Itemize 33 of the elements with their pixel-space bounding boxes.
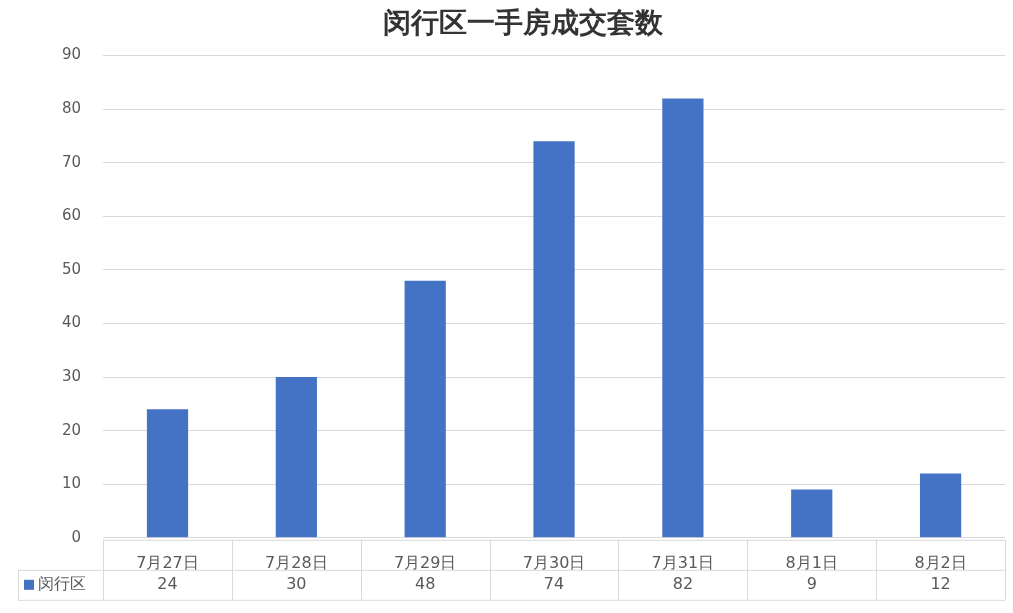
x-tick-label: 7月28日 — [265, 552, 328, 572]
bar — [662, 98, 704, 538]
x-tick-label: 7月27日 — [136, 552, 199, 572]
y-tick-label: 0 — [71, 527, 82, 546]
y-tick-label: 40 — [61, 313, 82, 332]
data-label: 12 — [930, 573, 951, 593]
bar — [919, 473, 962, 538]
bar — [533, 141, 575, 538]
bar — [275, 377, 317, 538]
data-label: 74 — [543, 573, 565, 593]
x-tick-label: 7月29日 — [393, 552, 457, 572]
y-tick-label: 70 — [61, 152, 82, 171]
x-tick-label: 8月1日 — [785, 552, 838, 572]
x-tick-label: 7月30日 — [522, 552, 586, 572]
data-label: 24 — [157, 573, 178, 593]
x-tick-label: 8月2日 — [914, 552, 967, 572]
y-tick-label: 50 — [61, 259, 82, 278]
legend-label: 闵行区 — [38, 573, 86, 593]
y-tick-label: 10 — [61, 474, 82, 493]
chart-title: 闵行区一手房成交套数 — [382, 6, 664, 40]
y-tick-label: 30 — [61, 366, 82, 385]
data-label: 9 — [806, 573, 817, 593]
y-tick-label: 90 — [61, 45, 82, 64]
bar — [791, 489, 833, 538]
y-tick-label: 60 — [61, 206, 82, 225]
y-tick-label: 80 — [61, 99, 82, 118]
y-tick-label: 20 — [61, 420, 82, 439]
x-tick-label: 7月31日 — [651, 552, 715, 572]
data-label: 48 — [415, 573, 436, 593]
bar — [146, 409, 189, 538]
data-label: 30 — [286, 573, 307, 593]
data-label: 82 — [672, 573, 694, 593]
bar — [404, 280, 446, 538]
